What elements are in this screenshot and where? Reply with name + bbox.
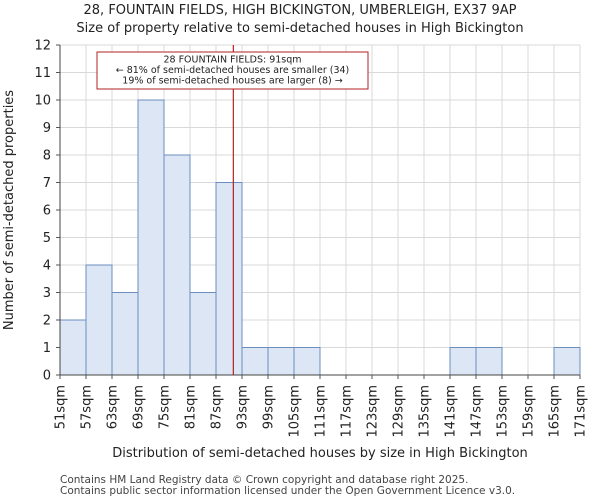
x-tick-label: 135sqm — [418, 385, 433, 438]
y-tick-label: 8 — [43, 149, 51, 164]
bar — [189, 292, 217, 376]
annotation-box — [96, 51, 369, 90]
y-tick-label: 2 — [43, 314, 51, 329]
x-tick-label: 111sqm — [314, 385, 329, 438]
annotation-line: 28 FOUNTAIN FIELDS: 91sqm — [163, 55, 301, 66]
y-axis-label: Number of semi-detached properties — [2, 90, 17, 330]
x-tick-label: 123sqm — [366, 385, 381, 438]
y-tick-label: 7 — [43, 176, 51, 191]
annotation-line: 19% of semi-detached houses are larger (… — [122, 76, 342, 87]
chart-subtitle: Size of property relative to semi-detach… — [76, 21, 524, 36]
bar — [137, 99, 165, 376]
x-tick-label: 105sqm — [288, 385, 303, 438]
y-tick-label: 5 — [43, 231, 51, 246]
chart-title: 28, FOUNTAIN FIELDS, HIGH BICKINGTON, UM… — [83, 3, 517, 18]
bar — [449, 347, 477, 376]
x-tick-label: 93sqm — [236, 385, 251, 429]
bar — [241, 347, 269, 376]
x-tick-label: 99sqm — [262, 385, 277, 429]
bar — [293, 347, 321, 376]
x-tick-label: 87sqm — [210, 385, 225, 429]
bar — [215, 182, 243, 376]
x-tick-label: 117sqm — [340, 385, 355, 438]
x-tick-label: 147sqm — [470, 385, 485, 438]
x-tick-label: 63sqm — [106, 385, 121, 429]
x-tick-label: 171sqm — [574, 385, 589, 438]
bar — [59, 319, 87, 376]
y-tick-label: 11 — [34, 66, 51, 81]
x-tick-label: 81sqm — [184, 385, 199, 429]
footer-line-1: Contains HM Land Registry data © Crown c… — [60, 474, 469, 486]
x-tick-label: 57sqm — [80, 385, 95, 429]
bar — [85, 264, 113, 376]
y-tick-label: 3 — [43, 286, 51, 301]
x-axis-label: Distribution of semi-detached houses by … — [112, 446, 528, 461]
y-tick-label: 10 — [34, 94, 51, 109]
bar — [267, 347, 295, 376]
y-tick-label: 9 — [43, 121, 51, 136]
annotation-line: ← 81% of semi-detached houses are smalle… — [116, 65, 350, 76]
bar — [553, 347, 581, 376]
footer-line-2: Contains public sector information licen… — [60, 485, 516, 497]
x-tick-label: 129sqm — [392, 385, 407, 438]
x-tick-label: 69sqm — [132, 385, 147, 429]
x-tick-label: 141sqm — [444, 385, 459, 438]
bar — [163, 154, 191, 376]
x-tick-label: 165sqm — [548, 385, 563, 438]
y-tick-label: 1 — [43, 341, 51, 356]
y-tick-label: 0 — [43, 369, 51, 384]
x-tick-label: 75sqm — [158, 385, 173, 429]
y-tick-label: 6 — [43, 204, 51, 219]
x-tick-label: 51sqm — [54, 385, 69, 429]
x-tick-label: 153sqm — [496, 385, 511, 438]
y-tick-label: 4 — [43, 259, 51, 274]
bar — [475, 347, 503, 376]
x-tick-label: 159sqm — [522, 385, 537, 438]
y-tick-label: 12 — [34, 39, 51, 54]
bar — [111, 292, 139, 376]
